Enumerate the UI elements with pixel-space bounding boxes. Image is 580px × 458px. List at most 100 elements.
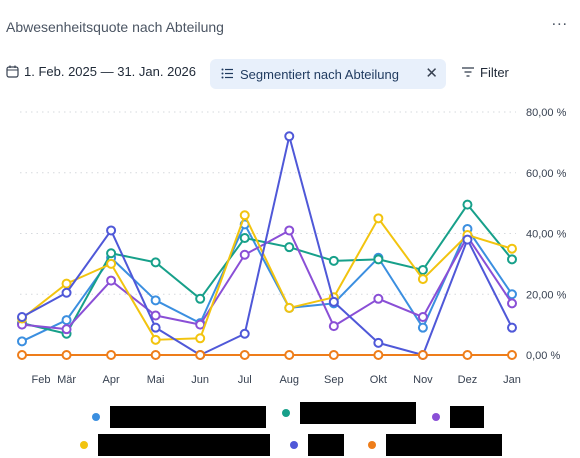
data-point xyxy=(150,322,161,333)
x-tick-label: Dez xyxy=(458,374,478,386)
data-point xyxy=(373,337,384,348)
data-point xyxy=(507,298,517,309)
data-point xyxy=(106,248,117,259)
legend-label-redacted xyxy=(300,402,416,424)
data-point xyxy=(239,249,250,260)
chart-title: Abwesenheitsquote nach Abteilung xyxy=(6,19,224,35)
data-point xyxy=(150,295,161,306)
x-tick-label: Okt xyxy=(370,374,387,386)
data-point xyxy=(328,255,339,266)
legend-label-redacted xyxy=(450,406,484,428)
data-point xyxy=(328,321,339,332)
toolbar: 1. Feb. 2025 — 31. Jan. 2026 Segmentiert… xyxy=(0,58,580,90)
data-point xyxy=(373,254,384,265)
legend-label-redacted xyxy=(308,434,344,456)
legend-item[interactable] xyxy=(80,434,270,456)
x-tick-label: Sep xyxy=(324,374,344,386)
chart-svg: 0,00 % 20,00 % 40,00 % 60,00 % 80,00 % Feb Mär… xyxy=(17,107,567,386)
data-point xyxy=(17,350,27,360)
x-tick-label: Jun xyxy=(191,374,209,386)
data-point xyxy=(106,258,117,269)
data-point xyxy=(61,315,72,326)
calendar-icon xyxy=(6,65,19,78)
filter-button[interactable]: Filter xyxy=(462,65,509,80)
legend-item[interactable] xyxy=(290,434,344,456)
filter-icon xyxy=(462,65,474,80)
data-point xyxy=(17,336,27,347)
data-point xyxy=(239,328,250,339)
data-point xyxy=(328,350,339,360)
data-point xyxy=(195,333,206,344)
data-point xyxy=(61,324,72,335)
series-line xyxy=(21,229,513,331)
data-point xyxy=(150,310,161,321)
data-point xyxy=(462,234,473,245)
data-point xyxy=(239,233,250,244)
x-tick-label: Mai xyxy=(147,374,165,386)
x-tick-label: Feb xyxy=(32,374,51,386)
legend-item[interactable] xyxy=(282,402,416,424)
y-tick-label: 40,00 % xyxy=(526,229,567,241)
data-point xyxy=(284,302,295,313)
data-point xyxy=(417,264,428,275)
legend-color-dot xyxy=(368,441,376,449)
x-tick-label: Nov xyxy=(413,374,433,386)
data-point xyxy=(373,213,384,224)
data-point xyxy=(106,275,117,286)
legend-color-dot xyxy=(80,441,88,449)
x-tick-label: Aug xyxy=(279,374,299,386)
data-point xyxy=(284,131,295,142)
data-point xyxy=(61,278,72,289)
more-options-icon[interactable]: ... xyxy=(551,12,568,29)
data-point xyxy=(106,350,117,360)
legend-label-redacted xyxy=(110,406,266,428)
data-point xyxy=(239,210,250,221)
legend-item[interactable] xyxy=(92,406,266,428)
data-point xyxy=(195,350,206,360)
legend-label-redacted xyxy=(98,434,270,456)
legend-color-dot xyxy=(290,441,298,449)
data-point xyxy=(150,257,161,268)
segment-chip-label: Segmentiert nach Abteilung xyxy=(240,66,399,82)
list-icon xyxy=(221,67,233,82)
filter-label: Filter xyxy=(480,65,509,80)
legend-label-redacted xyxy=(386,434,502,456)
data-point xyxy=(150,350,161,360)
legend-color-dot xyxy=(432,413,440,421)
data-point xyxy=(195,293,206,304)
legend-item[interactable] xyxy=(368,434,502,456)
y-tick-label: 60,00 % xyxy=(526,168,567,180)
data-point xyxy=(195,319,206,330)
series-line xyxy=(21,214,513,341)
x-tick-label: Apr xyxy=(103,374,120,386)
data-point xyxy=(417,350,428,360)
chart-legend xyxy=(0,398,580,458)
data-point xyxy=(417,322,428,333)
legend-color-dot xyxy=(282,409,290,417)
y-tick-label: 80,00 % xyxy=(526,107,567,119)
data-point xyxy=(239,350,250,360)
data-point xyxy=(373,350,384,360)
legend-color-dot xyxy=(92,413,100,421)
data-point xyxy=(106,225,117,236)
y-tick-label: 0,00 % xyxy=(526,350,560,362)
legend-item[interactable] xyxy=(432,406,484,428)
data-point xyxy=(373,293,384,304)
data-point xyxy=(61,350,72,360)
data-point xyxy=(507,254,517,265)
data-point xyxy=(507,350,517,360)
data-point xyxy=(328,296,339,307)
y-tick-label: 20,00 % xyxy=(526,289,567,301)
segment-chip[interactable]: Segmentiert nach Abteilung ✕ xyxy=(210,59,446,89)
data-point xyxy=(417,312,428,323)
data-point xyxy=(284,350,295,360)
data-point xyxy=(284,225,295,236)
date-range-label: 1. Feb. 2025 — 31. Jan. 2026 xyxy=(24,64,197,79)
data-point xyxy=(462,350,473,360)
x-tick-label: Jul xyxy=(238,374,252,386)
close-icon[interactable]: ✕ xyxy=(425,65,438,82)
series-line xyxy=(21,135,513,356)
data-point xyxy=(150,334,161,345)
data-point xyxy=(507,243,517,254)
date-range-picker[interactable]: 1. Feb. 2025 — 31. Jan. 2026 xyxy=(6,64,196,79)
